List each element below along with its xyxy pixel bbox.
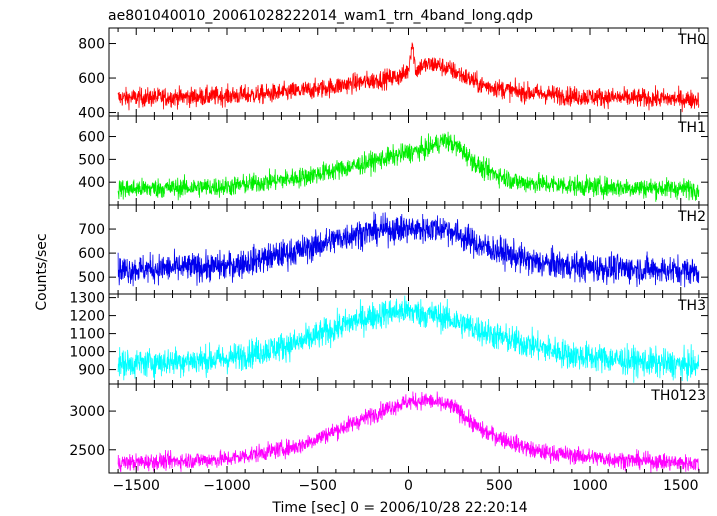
panels-group: 400 600 800 TH0 400 500 600 TH1 500 600 700 TH2 900 1… <box>69 27 709 494</box>
panel-frame-th0 <box>108 27 709 117</box>
y-tick-label: 1200 <box>69 309 105 325</box>
x-tick-label: 0 <box>404 478 413 494</box>
series-line-th1 <box>117 131 700 202</box>
y-tick-label: 400 <box>78 106 105 122</box>
x-tick-label: 1500 <box>663 478 699 494</box>
series-line-th0123 <box>117 391 700 473</box>
series-line-th0 <box>117 42 700 113</box>
y-tick-label: 600 <box>78 71 105 87</box>
series-line-th3 <box>117 295 700 383</box>
x-tick-label: −1000 <box>203 478 250 494</box>
y-tick-label: 500 <box>78 270 105 286</box>
panel-label-th1: TH1 <box>677 120 706 136</box>
panel-label-th0: TH0 <box>677 32 706 48</box>
y-tick-label: 500 <box>78 152 105 168</box>
y-tick-label: 2500 <box>69 443 105 459</box>
y-tick-label: 600 <box>78 130 105 146</box>
y-tick-label: 3000 <box>69 404 105 420</box>
chart-title: ae801040010_20061028222014_wam1_trn_4ban… <box>108 8 533 24</box>
x-tick-label: −1500 <box>113 478 160 494</box>
y-tick-label: 800 <box>78 37 105 53</box>
panel-label-th3: TH3 <box>677 298 706 314</box>
y-axis-label: Counts/sec <box>34 233 50 310</box>
x-tick-label: 500 <box>486 478 513 494</box>
y-tick-label: 1300 <box>69 291 105 307</box>
y-tick-label: 1000 <box>69 345 105 361</box>
x-tick-label: −500 <box>299 478 337 494</box>
panel-label-th0123: TH0123 <box>650 388 706 404</box>
y-tick-label: 900 <box>78 363 105 379</box>
panel-label-th2: TH2 <box>677 209 706 225</box>
y-tick-label: 400 <box>78 175 105 191</box>
panel-frame-th2 <box>108 204 709 295</box>
series-line-th2 <box>117 211 700 288</box>
x-axis-label: Time [sec] 0 = 2006/10/28 22:20:14 <box>271 500 527 516</box>
y-tick-label: 1100 <box>69 327 105 343</box>
y-tick-label: 700 <box>78 222 105 238</box>
y-tick-label: 600 <box>78 246 105 262</box>
x-tick-label: 1000 <box>572 478 608 494</box>
